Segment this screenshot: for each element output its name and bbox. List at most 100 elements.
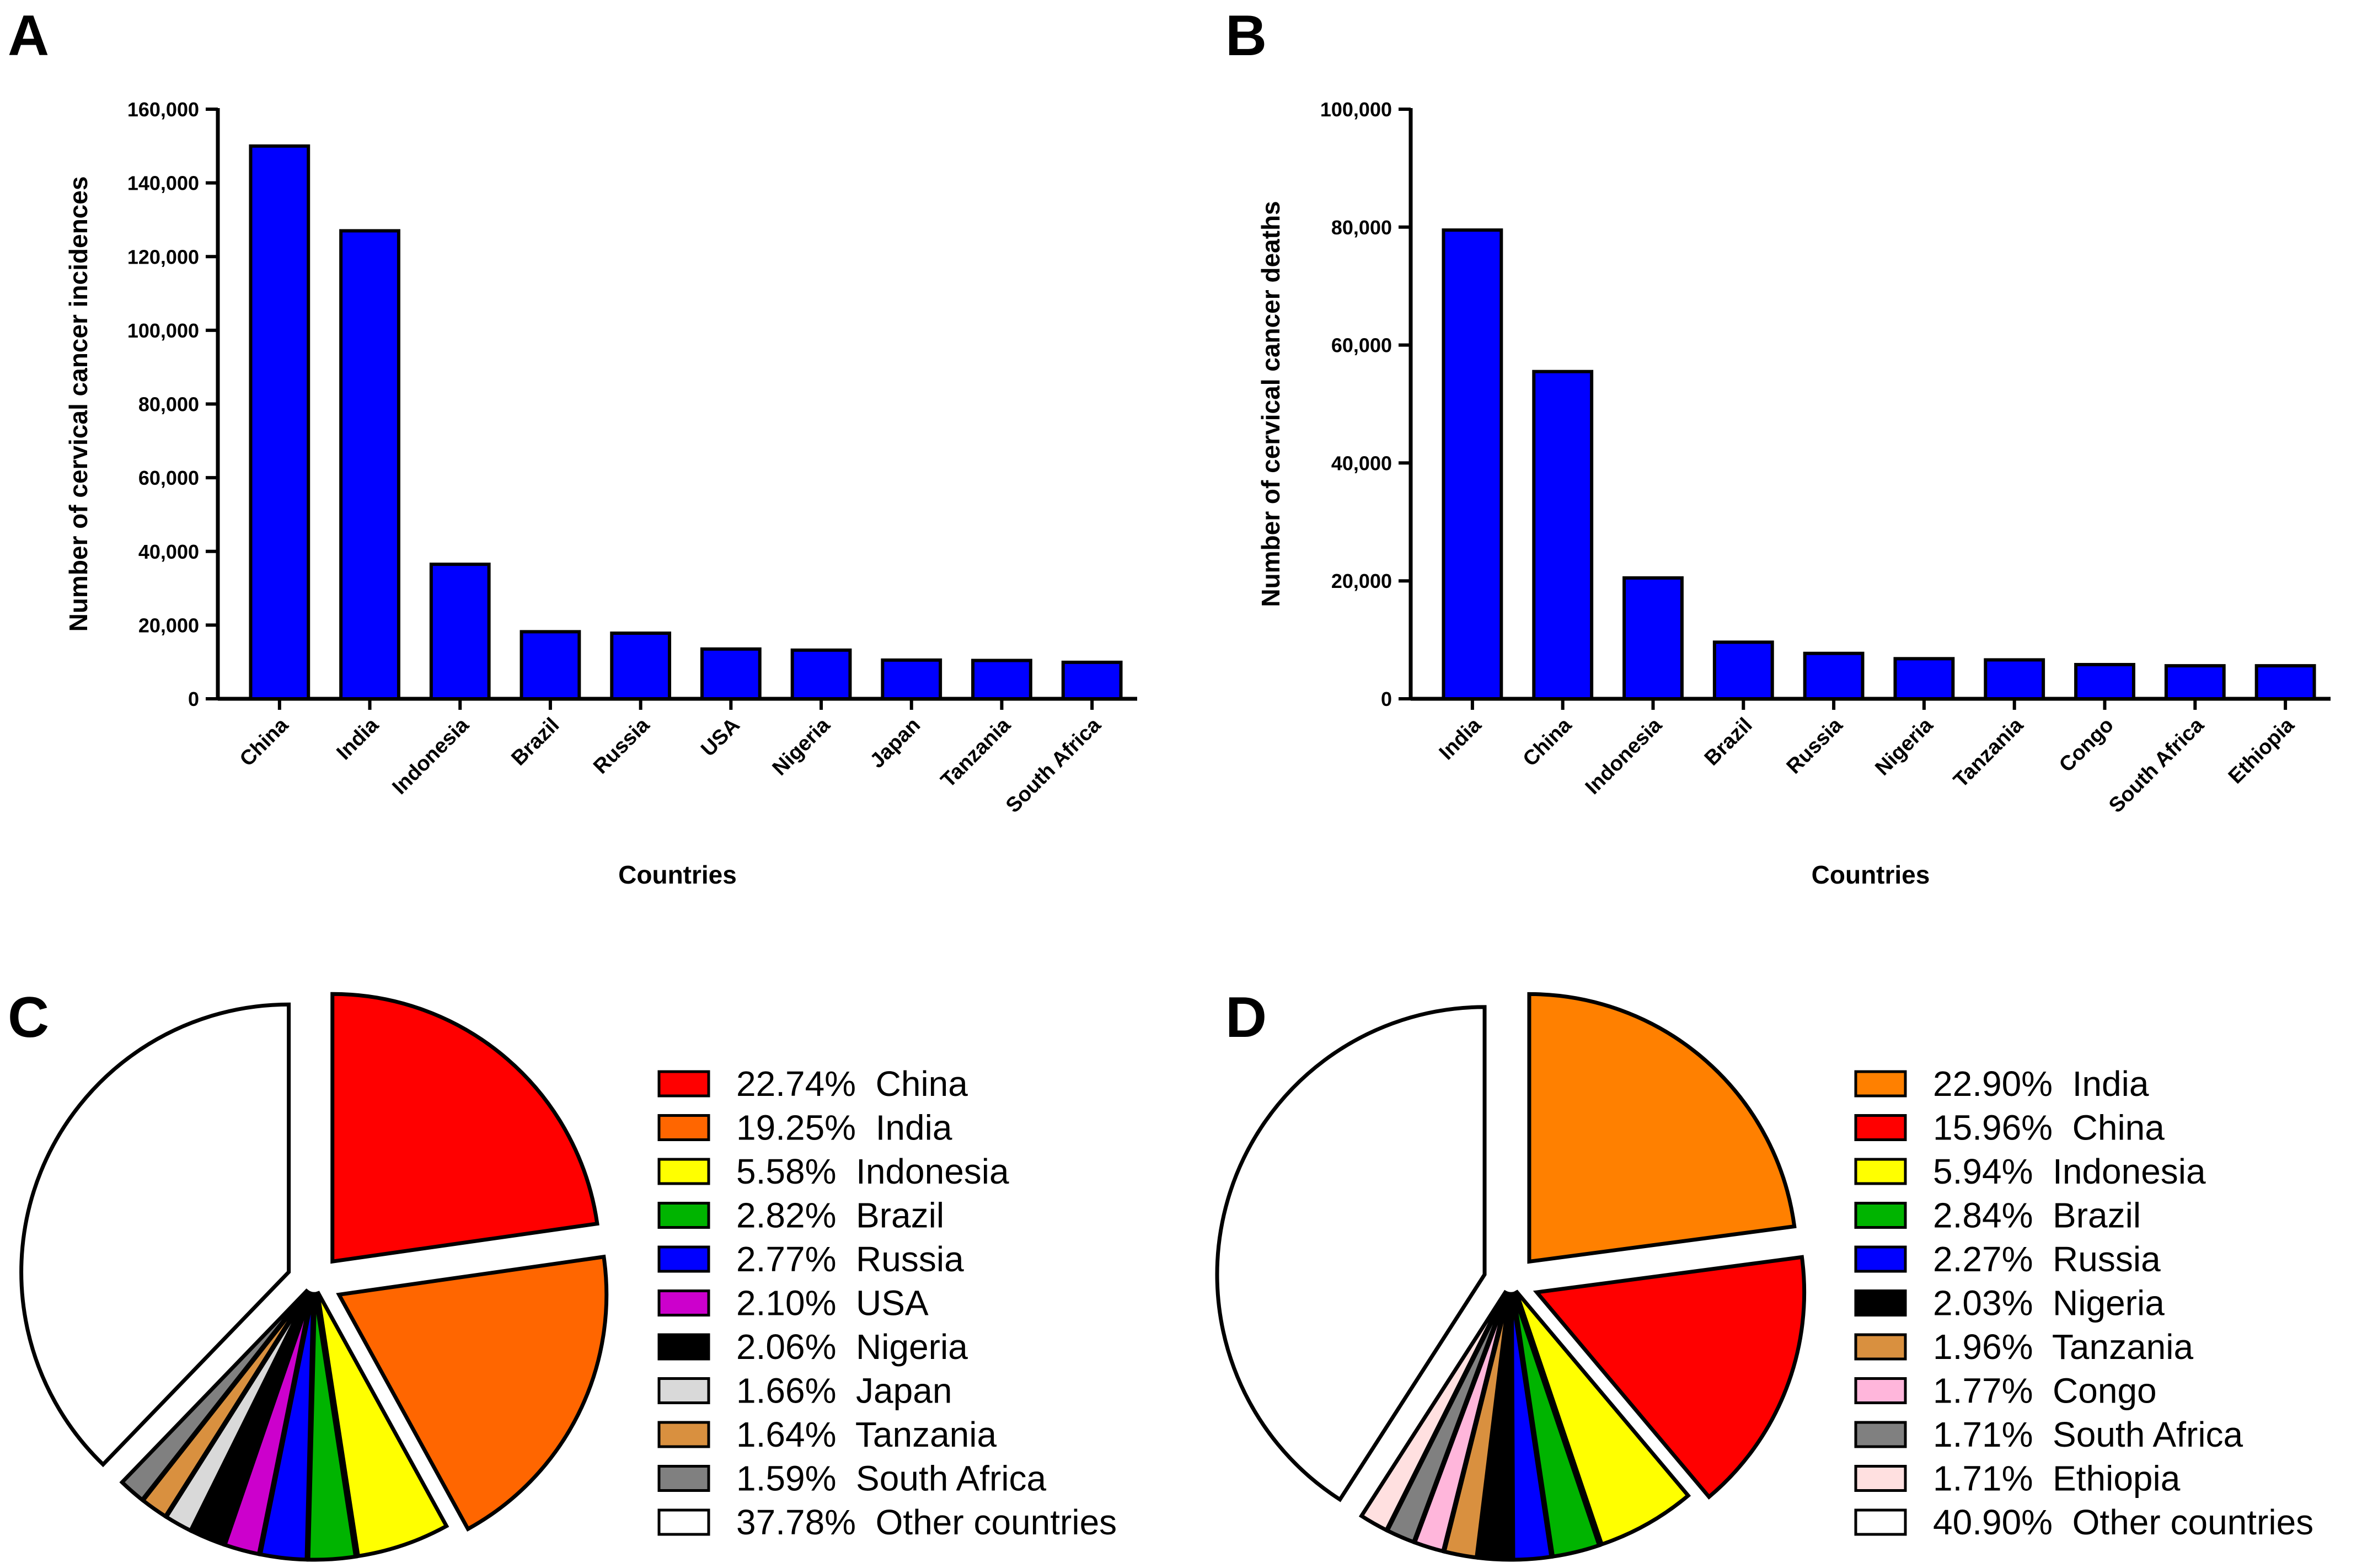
- x-tick-label-china: China: [1519, 713, 1577, 771]
- x-axis-title: Countries: [618, 860, 737, 889]
- x-tick-label-tanzania: Tanzania: [1949, 713, 2028, 792]
- bar-south-africa: [2164, 664, 2226, 700]
- bar-china: [1532, 370, 1594, 700]
- legend-entry: 2.03% Nigeria: [1933, 1283, 2165, 1323]
- x-tick-label-india: India: [1435, 713, 1486, 764]
- x-tick-label-tanzania: Tanzania: [936, 713, 1015, 792]
- x-tick-label-ethiopia: Ethiopia: [2224, 713, 2299, 788]
- legend-swatch: [1854, 1202, 1907, 1229]
- legend-entry: 5.58% Indonesia: [736, 1152, 1009, 1191]
- x-tick-label-russia: Russia: [589, 713, 654, 778]
- legend-swatch: [1854, 1508, 1907, 1536]
- legend-swatch: [1854, 1333, 1907, 1361]
- bar-indonesia: [1622, 576, 1684, 700]
- y-tick-label: 60,000: [138, 467, 199, 489]
- bar-russia: [610, 632, 672, 700]
- x-tick-label-usa: USA: [697, 714, 744, 761]
- pie-slice-china: [1533, 1255, 1807, 1500]
- bar-chart-incidences: 0 20,000 40,000 60,000 80,000 100,000 120,000 1…: [64, 98, 1137, 889]
- legend-swatch: [657, 1508, 710, 1536]
- panel-letter-c: C: [8, 986, 49, 1050]
- x-tick-label-china: China: [235, 713, 293, 771]
- bar-china: [249, 144, 310, 700]
- y-tick-label: 0: [1381, 688, 1392, 710]
- bar-usa: [700, 647, 762, 700]
- x-tick-label-japan: Japan: [866, 714, 925, 773]
- legend-swatch: [657, 1377, 710, 1404]
- legend-swatch: [657, 1421, 710, 1448]
- legend-swatch: [1854, 1465, 1907, 1492]
- x-tick-label-russia: Russia: [1782, 713, 1847, 778]
- legend-entry: 15.96% China: [1933, 1108, 2165, 1148]
- x-tick-label-nigeria: Nigeria: [768, 713, 835, 780]
- legend-entry: 1.96% Tanzania: [1933, 1327, 2193, 1367]
- y-tick-label: 0: [188, 688, 199, 710]
- legend-swatch: [657, 1202, 710, 1229]
- pie-slice-ethiopia: [1358, 1289, 1508, 1533]
- legend-entry: 22.74% China: [736, 1064, 968, 1104]
- bar-nigeria: [790, 648, 852, 700]
- y-axis-title: Number of cervical cancer deaths: [1256, 201, 1285, 607]
- y-axis-title: Number of cervical cancer incidences: [64, 176, 93, 632]
- y-tick-label: 60,000: [1331, 334, 1392, 357]
- panel-letter-d: D: [1225, 986, 1267, 1050]
- x-tick-label-indonesia: Indonesia: [1581, 713, 1667, 799]
- legend-swatch: [1854, 1377, 1907, 1404]
- legend-entry: 1.59% South Africa: [736, 1459, 1047, 1499]
- legend-entry: 1.64% Tanzania: [736, 1415, 997, 1454]
- bar-brazil: [519, 630, 581, 700]
- legend-entry: 2.77% Russia: [736, 1239, 964, 1279]
- bar-ethiopia: [2254, 664, 2316, 700]
- legend-swatch: [657, 1289, 710, 1317]
- legend-entry: 2.27% Russia: [1933, 1239, 2161, 1279]
- legend-entry: 2.06% Nigeria: [736, 1327, 968, 1367]
- legend-entry: 19.25% India: [736, 1108, 952, 1148]
- x-tick-label-brazil: Brazil: [1700, 714, 1757, 770]
- legend-entry: 2.10% USA: [736, 1283, 929, 1323]
- legend-entry: 5.94% Indonesia: [1933, 1152, 2206, 1191]
- legend-entry: 40.90% Other countries: [1933, 1502, 2313, 1542]
- bar-russia: [1803, 651, 1865, 701]
- y-tick-label: 100,000: [1320, 98, 1392, 121]
- x-tick-label-indonesia: Indonesia: [388, 713, 474, 799]
- x-tick-label-nigeria: Nigeria: [1871, 713, 1937, 780]
- pie-slice-indonesia: [315, 1291, 449, 1559]
- y-tick-label: 100,000: [127, 319, 199, 342]
- legend-entry: 37.78% Other countries: [736, 1502, 1117, 1542]
- legend-swatch: [1854, 1289, 1907, 1317]
- pie-slice-india: [1527, 992, 1797, 1264]
- pie-slice-indonesia: [1514, 1289, 1691, 1547]
- legend-entry: 2.84% Brazil: [1933, 1196, 2141, 1235]
- x-tick-label-south-africa: South Africa: [1001, 713, 1106, 817]
- y-tick-label: 20,000: [138, 614, 199, 636]
- bar-tanzania: [971, 659, 1032, 701]
- legend-entry: 1.71% South Africa: [1933, 1415, 2243, 1454]
- legend-entry: 22.90% India: [1933, 1064, 2149, 1104]
- pie-slice-other-countries: [1215, 1005, 1487, 1502]
- legend-swatch: [1854, 1070, 1907, 1098]
- pie-slice-other-countries: [19, 1002, 291, 1468]
- legend-swatch: [1854, 1421, 1907, 1448]
- legend-swatch: [657, 1114, 710, 1141]
- panel-letter-a: A: [8, 4, 49, 68]
- legend-swatch: [657, 1333, 710, 1361]
- y-tick-label: 160,000: [127, 98, 199, 121]
- legend-swatch: [657, 1465, 710, 1492]
- bar-india: [339, 229, 400, 700]
- bar-south-africa: [1061, 660, 1123, 700]
- legend-entry: 1.66% Japan: [736, 1371, 952, 1411]
- x-tick-label-india: India: [333, 713, 384, 764]
- panel-letter-b: B: [1225, 4, 1267, 68]
- bar-japan: [881, 658, 942, 701]
- bar-tanzania: [1984, 658, 2045, 701]
- legend-swatch: [1854, 1158, 1907, 1185]
- y-tick-label: 80,000: [138, 393, 199, 416]
- bar-chart-deaths: 0 20,000 40,000 60,000 80,000 100,000 India Chi…: [1256, 98, 2331, 889]
- y-tick-label: 40,000: [138, 540, 199, 563]
- legend-swatch: [657, 1070, 710, 1098]
- pie-slice-china: [330, 992, 599, 1264]
- bar-india: [1442, 228, 1503, 700]
- y-tick-label: 140,000: [127, 172, 199, 195]
